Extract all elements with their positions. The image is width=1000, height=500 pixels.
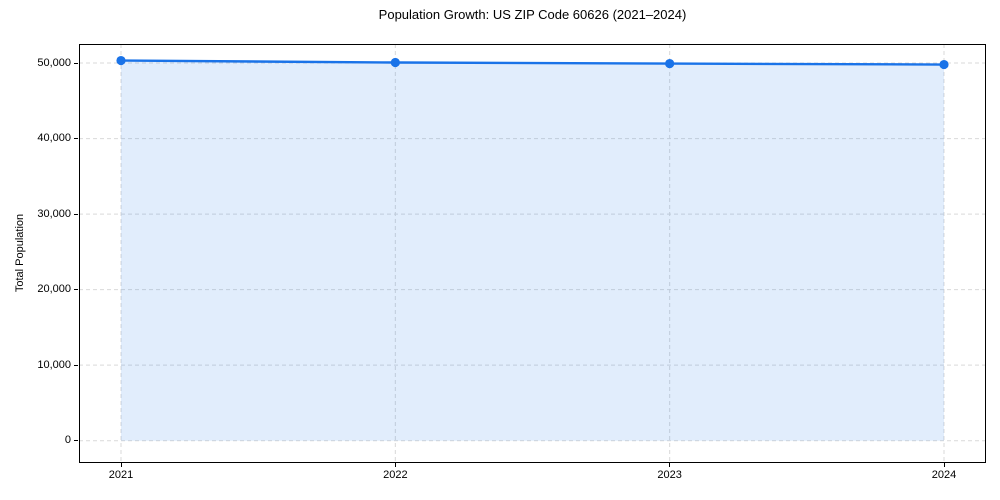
x-tick-label: 2021 — [108, 469, 134, 481]
y-tick-mark — [74, 62, 78, 64]
data-point-marker — [390, 57, 400, 68]
area-fill — [121, 60, 944, 441]
x-tick-label: 2022 — [383, 469, 408, 481]
y-tick-mark — [74, 213, 78, 215]
y-tick-label: 20,000 — [37, 283, 71, 296]
x-tick-label: 2023 — [657, 469, 682, 481]
y-tick-mark — [74, 364, 78, 366]
y-tick-mark — [74, 440, 78, 442]
data-point-marker — [116, 55, 126, 66]
x-tick-mark — [394, 463, 396, 467]
y-tick-label: 30,000 — [37, 207, 71, 220]
trend-line — [119, 59, 946, 66]
data-point-marker — [665, 58, 675, 69]
x-tick-mark — [120, 463, 122, 467]
y-tick-mark — [74, 289, 78, 291]
axes-frame — [79, 44, 986, 463]
x-tick-mark — [669, 463, 671, 467]
y-tick-label: 40,000 — [37, 132, 71, 145]
y-tick-label: 50,000 — [37, 56, 71, 69]
data-point-marker — [939, 59, 949, 70]
line-chart-svg — [79, 44, 986, 463]
plot-area — [79, 44, 986, 463]
y-tick-mark — [74, 138, 78, 140]
y-tick-label: 10,000 — [37, 358, 71, 371]
y-tick-label: 0 — [64, 434, 71, 447]
x-tick-label: 2024 — [931, 469, 957, 481]
x-tick-mark — [943, 463, 945, 467]
y-axis-label: Total Population — [14, 213, 26, 293]
chart-title: Population Growth: US ZIP Code 60626 (20… — [378, 7, 687, 22]
